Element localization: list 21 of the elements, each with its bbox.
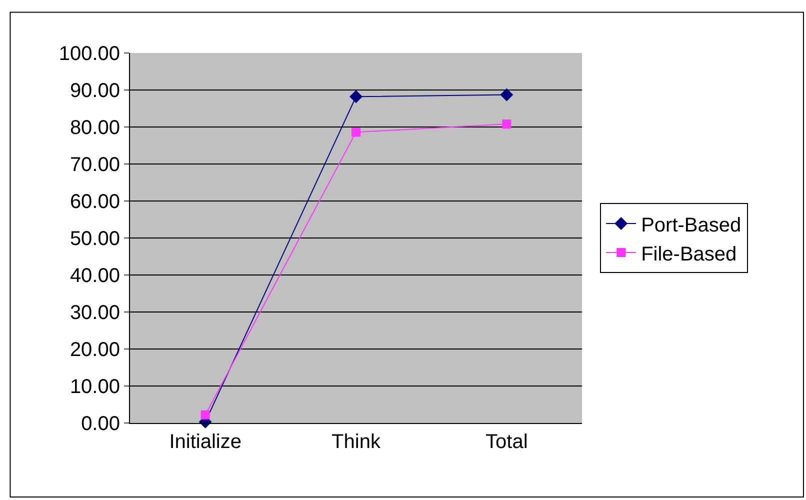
y-tick-label: 70.00 [70, 154, 120, 176]
x-tick-label: Initialize [169, 431, 242, 453]
y-tick-label: 60.00 [70, 191, 120, 213]
point [200, 410, 210, 420]
y-tick-label: 80.00 [70, 117, 120, 139]
legend-label: Port-Based [641, 214, 742, 236]
y-tick-label: 10.00 [70, 376, 120, 398]
x-tick-label: Think [332, 431, 382, 453]
y-tick-label: 20.00 [70, 339, 120, 361]
point [352, 128, 360, 137]
y-tick-label: 40.00 [70, 265, 120, 287]
y-tick-label: 90.00 [70, 80, 120, 102]
point [350, 90, 362, 104]
point [500, 88, 514, 102]
y-tick-label: 30.00 [70, 302, 120, 324]
y-tick-label: 0.00 [81, 413, 120, 435]
y-tick-label: 100.00 [58, 43, 120, 65]
legend-label: File-Based [641, 243, 737, 266]
x-tick-label: Total [486, 431, 528, 453]
point [502, 120, 512, 129]
y-tick-label: 50.00 [70, 228, 120, 250]
